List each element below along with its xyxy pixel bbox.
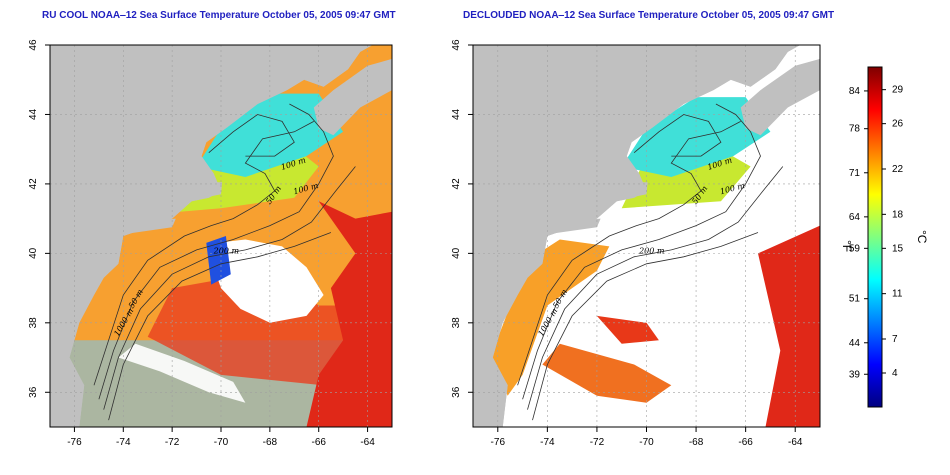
x-tick-label: -74 xyxy=(540,437,555,448)
x-tick-label: -64 xyxy=(360,437,375,448)
sst-cloud-streak xyxy=(118,343,246,403)
long-island-land xyxy=(123,218,176,235)
fahrenheit-tick-label: 71 xyxy=(849,168,861,179)
left-map-title: RU COOL NOAA‒12 Sea Surface Temperature … xyxy=(42,10,396,21)
fahrenheit-tick-label: 78 xyxy=(849,124,861,135)
y-tick-label: 46 xyxy=(28,39,39,51)
right-map-axes: -76 -74 -72 -70 -68 -66 -64 36 38 40 42 44 46 xyxy=(451,39,803,448)
sst-cold-edge xyxy=(206,236,231,285)
isobath-contour xyxy=(208,114,295,157)
x-tick-label: -70 xyxy=(214,437,229,448)
isobath-contour xyxy=(527,166,784,410)
x-tick-label: -68 xyxy=(263,437,278,448)
fahrenheit-tick-label: 64 xyxy=(849,212,861,223)
x-tick-label: -68 xyxy=(689,437,704,448)
nova-scotia-land xyxy=(740,58,820,136)
coastline-land xyxy=(473,45,801,427)
isobath-label: 200 m xyxy=(638,246,665,255)
colorbar-ramp xyxy=(867,66,883,408)
right-map-title: DECLOUDED NOAA‒12 Sea Surface Temperatur… xyxy=(463,10,835,21)
x-tick-label: -76 xyxy=(67,437,82,448)
isobath-label: 200 m xyxy=(213,246,240,255)
x-tick-label: -64 xyxy=(788,437,803,448)
fahrenheit-tick-label: 44 xyxy=(849,338,861,349)
y-tick-label: 36 xyxy=(451,386,462,398)
isobath-contour xyxy=(103,166,356,410)
x-tick-label: -74 xyxy=(116,437,131,448)
isobath-contour xyxy=(532,232,759,421)
cape-cod-land xyxy=(203,182,223,198)
isobath-contour xyxy=(93,121,314,386)
isobath-contour xyxy=(98,103,334,400)
isobath-contour xyxy=(522,103,761,400)
y-tick-label: 36 xyxy=(28,386,39,398)
sst-warm-eddy xyxy=(306,201,392,427)
celsius-tick-label: 26 xyxy=(892,119,904,130)
long-island-land xyxy=(547,218,601,235)
celsius-tick-label: 11 xyxy=(892,289,903,300)
y-tick-label: 42 xyxy=(28,178,39,190)
y-tick-label: 44 xyxy=(451,108,462,120)
coastline-land xyxy=(50,45,373,427)
x-tick-label: -72 xyxy=(590,437,605,448)
fahrenheit-tick-label: 51 xyxy=(849,294,861,305)
cape-cod-land xyxy=(629,182,648,198)
celsius-tick-label: 15 xyxy=(892,243,904,254)
isobath-contour xyxy=(633,114,722,157)
y-tick-label: 40 xyxy=(28,247,39,259)
celsius-tick-label: 22 xyxy=(892,164,904,175)
y-tick-label: 44 xyxy=(28,108,39,120)
y-tick-label: 38 xyxy=(28,317,39,329)
sst-warm-eddy xyxy=(758,225,820,427)
isobath-contour xyxy=(108,232,332,421)
y-tick-label: 42 xyxy=(451,178,462,190)
celsius-tick-label: 4 xyxy=(892,368,898,379)
y-tick-label: 46 xyxy=(451,39,462,51)
fahrenheit-tick-label: 59 xyxy=(849,243,861,254)
left-map-axes: -76 -74 -72 -70 -68 -66 -64 36 38 40 42 44 46 xyxy=(28,39,375,448)
fahrenheit-tick-label: 84 xyxy=(849,86,861,97)
sst-warm-streak xyxy=(542,343,672,403)
fahrenheit-unit-label: °F xyxy=(840,240,854,252)
temperature-colorbar: °F °C 29 26 22 18 15 11 7 4 84 78 71 64 59 51 44 39 xyxy=(840,66,929,408)
x-tick-label: -72 xyxy=(165,437,180,448)
x-tick-label: -66 xyxy=(311,437,326,448)
y-tick-label: 38 xyxy=(451,317,462,329)
fahrenheit-tick-label: 39 xyxy=(849,369,861,380)
celsius-unit-label: °C xyxy=(915,230,929,244)
celsius-tick-label: 29 xyxy=(892,85,904,96)
nova-scotia-land xyxy=(313,58,392,136)
x-tick-label: -70 xyxy=(639,437,654,448)
x-tick-label: -76 xyxy=(491,437,506,448)
celsius-tick-label: 18 xyxy=(892,209,904,220)
x-tick-label: -66 xyxy=(738,437,753,448)
y-tick-label: 40 xyxy=(451,247,462,259)
celsius-tick-label: 7 xyxy=(892,334,898,345)
sst-shelf-warm-water xyxy=(490,239,610,396)
isobath-contour xyxy=(517,121,741,386)
